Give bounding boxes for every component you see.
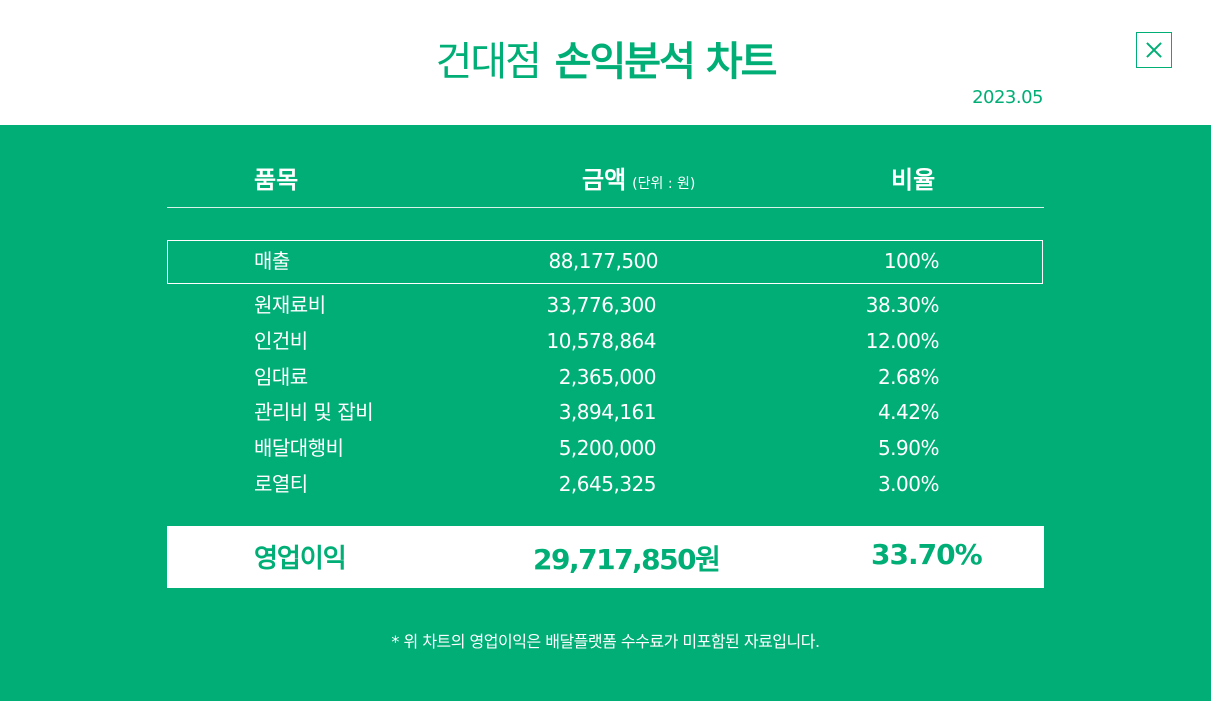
row-ratio: 100%	[883, 249, 940, 273]
close-icon[interactable]	[1136, 32, 1172, 68]
total-item: 영업이익	[254, 544, 347, 574]
row-item: 매출	[254, 249, 290, 273]
page-title: 건대점 손익분석 차트	[0, 34, 1211, 90]
row-amount: 5,200,000	[558, 436, 657, 460]
revenue-row-box	[167, 240, 1043, 284]
row-item: 인건비	[254, 329, 308, 353]
row-ratio: 12.00%	[865, 329, 940, 353]
row-ratio: 3.00%	[877, 472, 940, 496]
header-amount: 금액 (단위 : 원)	[582, 160, 695, 195]
row-amount: 10,578,864	[546, 329, 656, 353]
row-item: 관리비 및 잡비	[254, 400, 374, 424]
row-item: 원재료비	[254, 293, 326, 317]
revenue-row: 매출 88,177,500 100%	[0, 243, 1211, 279]
row-item: 로열티	[254, 472, 308, 496]
total-ratio: 33.70%	[871, 538, 983, 571]
row-amount: 2,645,325	[558, 472, 657, 496]
operating-profit-row: 영업이익 29,717,850원 33.70%	[167, 526, 1044, 588]
title-main: 손익분석 차트	[554, 39, 778, 85]
total-amount: 29,717,850원	[533, 543, 721, 576]
table-header: 품목 금액 (단위 : 원) 비율	[0, 155, 1211, 195]
row-item: 임대료	[254, 365, 308, 389]
header: 건대점 손익분석 차트 2023.05	[0, 0, 1211, 125]
header-item: 품목	[254, 166, 299, 194]
row-ratio: 4.42%	[877, 400, 940, 424]
row-amount: 88,177,500	[548, 249, 658, 273]
row-item: 배달대행비	[254, 436, 344, 460]
row-amount: 33,776,300	[546, 293, 656, 317]
header-amount-label: 금액	[582, 166, 627, 194]
header-amount-unit: (단위 : 원)	[632, 176, 696, 192]
row-ratio: 38.30%	[865, 293, 940, 317]
row-ratio: 2.68%	[877, 365, 940, 389]
report-date: 2023.05	[972, 87, 1043, 108]
title-branch: 건대점	[435, 39, 542, 85]
table-row: 임대료 2,365,000 2.68%	[0, 359, 1211, 395]
row-amount: 2,365,000	[558, 365, 657, 389]
table-row: 원재료비 33,776,300 38.30%	[0, 287, 1211, 323]
footnote: * 위 차트의 영업이익은 배달플랫폼 수수료가 미포함된 자료입니다.	[391, 632, 820, 651]
header-ratio: 비율	[891, 166, 936, 194]
table-row: 인건비 10,578,864 12.00%	[0, 323, 1211, 359]
table-row: 관리비 및 잡비 3,894,161 4.42%	[0, 394, 1211, 430]
header-divider	[167, 207, 1044, 208]
profit-analysis-panel: 품목 금액 (단위 : 원) 비율 매출 88,177,500 100% 원재료비…	[0, 125, 1211, 701]
table-row: 로열티 2,645,325 3.00%	[0, 466, 1211, 502]
table-row: 배달대행비 5,200,000 5.90%	[0, 430, 1211, 466]
row-amount: 3,894,161	[558, 400, 657, 424]
row-ratio: 5.90%	[877, 436, 940, 460]
